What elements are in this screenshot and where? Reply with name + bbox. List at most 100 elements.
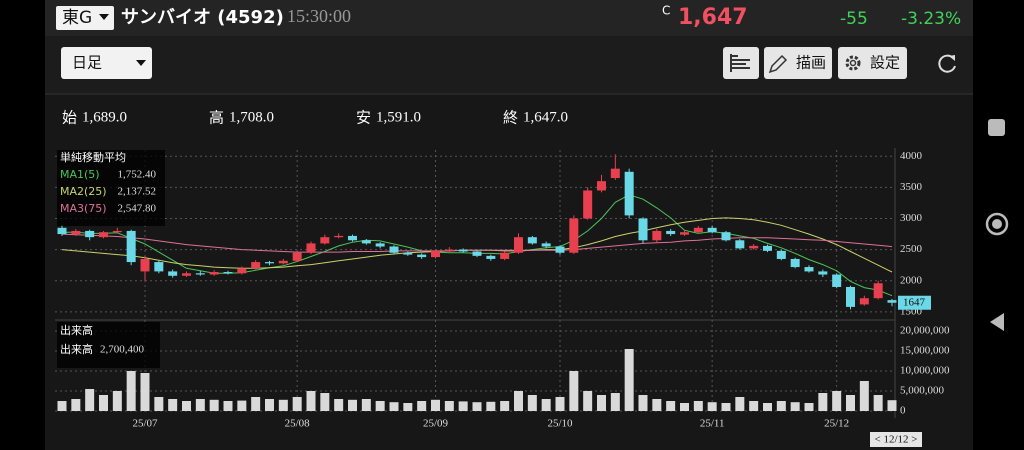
volume-bar bbox=[693, 401, 703, 411]
candle-body bbox=[85, 230, 95, 238]
volume-bar bbox=[320, 393, 330, 411]
gear-icon bbox=[845, 55, 861, 71]
volume-bar bbox=[265, 399, 274, 411]
ohlc-row: 始 1,689.0 高 1,708.0 安 1,591.0 終 1,647.0 bbox=[62, 109, 568, 127]
y-tick-label: 4000 bbox=[900, 150, 923, 162]
candle-body bbox=[555, 246, 565, 253]
volume-title: 出来高 bbox=[60, 323, 93, 337]
change-pct: -3.23% bbox=[901, 9, 961, 29]
candle-body bbox=[790, 258, 800, 268]
candle-body bbox=[680, 232, 689, 235]
candle-body bbox=[389, 246, 399, 253]
header-bar bbox=[45, 0, 973, 36]
volume-bar bbox=[666, 401, 676, 411]
nav-home[interactable] bbox=[985, 212, 1009, 236]
volume-bar bbox=[182, 401, 191, 411]
time: 15:30:00 bbox=[287, 6, 351, 26]
dropdown-icon bbox=[136, 60, 146, 66]
dropdown-icon bbox=[99, 14, 109, 20]
volume-bar bbox=[818, 393, 828, 411]
volume-bar bbox=[417, 401, 427, 411]
ohlc-label: 終 bbox=[503, 109, 518, 127]
market-select[interactable] bbox=[56, 6, 114, 30]
volume-bar bbox=[638, 395, 648, 411]
candle-body bbox=[818, 271, 828, 275]
ohlc-label: 安 bbox=[356, 109, 371, 127]
candle-body bbox=[610, 168, 620, 179]
settings-button[interactable] bbox=[838, 47, 907, 79]
candle-body bbox=[887, 300, 897, 303]
candle-body bbox=[486, 255, 496, 259]
ohlc-label: 始 bbox=[62, 109, 77, 127]
candle-body bbox=[666, 230, 676, 235]
candle-body bbox=[721, 232, 731, 241]
volume-bar bbox=[334, 399, 344, 411]
legend-value: 1,752.40 bbox=[118, 169, 157, 181]
nav-recent[interactable] bbox=[988, 119, 1005, 136]
ohlc-value: 1,689.0 bbox=[82, 109, 127, 125]
x-tick-label: 25/12 bbox=[824, 418, 849, 430]
volume-bar bbox=[168, 399, 178, 411]
candle-body bbox=[583, 190, 593, 219]
draw-button[interactable] bbox=[764, 47, 832, 79]
legend-name: MA3(75) bbox=[60, 202, 107, 215]
volume-bar bbox=[873, 395, 883, 411]
volume-bar bbox=[652, 399, 662, 411]
candle-body bbox=[527, 237, 537, 244]
volume-current: 2,700,400 bbox=[100, 344, 145, 356]
candle-body bbox=[776, 250, 786, 259]
volume-tick-label: 20,000,000 bbox=[900, 325, 950, 337]
volume-bar bbox=[57, 401, 67, 411]
candle-body bbox=[832, 274, 842, 287]
settings-label: 設定 bbox=[870, 54, 900, 72]
candle-body bbox=[403, 252, 413, 255]
x-tick-label: 25/08 bbox=[285, 418, 311, 430]
gear-icon bbox=[849, 59, 857, 67]
x-tick-label: 25/10 bbox=[547, 418, 573, 430]
menu-icon bbox=[730, 54, 750, 72]
cursor-date: < 12/12 > bbox=[875, 434, 918, 446]
candle-body bbox=[265, 262, 274, 264]
period: 日足 bbox=[72, 54, 102, 72]
volume-bar bbox=[472, 402, 482, 411]
candle-body bbox=[140, 258, 150, 272]
refresh-icon[interactable] bbox=[938, 54, 956, 73]
ohlc-value: 1,708.0 bbox=[229, 109, 274, 125]
volume-bar bbox=[209, 399, 219, 411]
candle-body bbox=[375, 243, 385, 247]
candle-body bbox=[763, 245, 772, 251]
volume-bar bbox=[887, 400, 897, 411]
candle-body bbox=[431, 250, 440, 258]
volume-bar bbox=[458, 401, 468, 411]
volume-bar bbox=[527, 395, 537, 411]
change: -55 bbox=[840, 9, 868, 29]
candle-body bbox=[292, 252, 302, 261]
volume-bar bbox=[624, 349, 634, 411]
ohlc-value: 1,591.0 bbox=[376, 109, 421, 125]
candle-body bbox=[278, 260, 288, 264]
toolbar bbox=[45, 36, 973, 94]
volume-bar bbox=[126, 371, 136, 411]
candle-body bbox=[168, 271, 178, 276]
candle-body bbox=[237, 268, 247, 274]
legend-value: 2,137.52 bbox=[118, 186, 157, 198]
candle-body bbox=[444, 249, 454, 251]
volume-bar bbox=[223, 401, 233, 411]
candle-body bbox=[458, 249, 468, 252]
volume-tick-label: 10,000,000 bbox=[900, 365, 950, 377]
volume-bar bbox=[71, 399, 81, 411]
candle-body bbox=[514, 237, 523, 253]
candle-body bbox=[735, 240, 745, 249]
volume-bar bbox=[541, 399, 551, 411]
legend-box bbox=[57, 150, 165, 226]
candle-body bbox=[71, 230, 81, 235]
candle-body bbox=[500, 252, 510, 259]
volume-bar bbox=[292, 397, 302, 411]
legend-value: 2,547.80 bbox=[118, 203, 157, 215]
candle-body bbox=[209, 272, 219, 275]
candle-body bbox=[859, 298, 869, 305]
nav-back[interactable] bbox=[990, 313, 1004, 331]
period-select[interactable] bbox=[61, 47, 152, 79]
candle-body bbox=[251, 262, 261, 269]
volume-bar bbox=[251, 397, 261, 411]
